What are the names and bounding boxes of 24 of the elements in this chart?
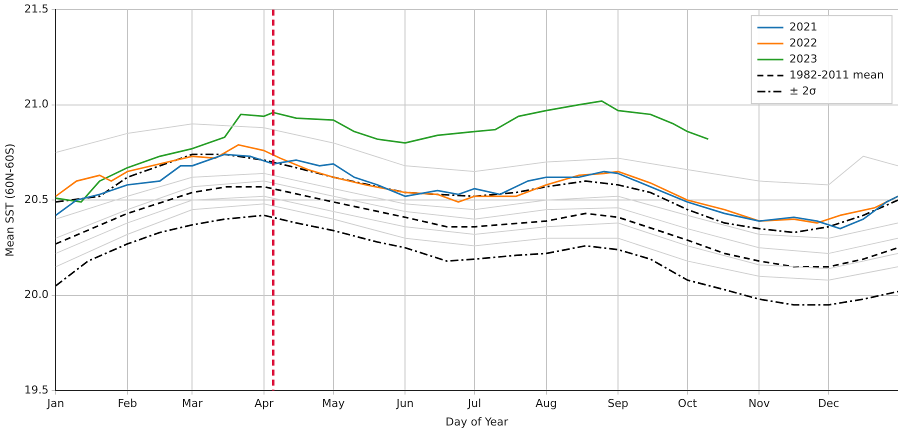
x-tick-label: Sep	[608, 397, 628, 410]
y-tick-label: 20.0	[24, 288, 49, 302]
x-tick-label: Aug	[536, 397, 558, 410]
x-tick-label: Apr	[254, 397, 274, 410]
x-tick-label: Jun	[396, 397, 414, 410]
legend-label: 1982-2011 mean	[789, 68, 884, 82]
x-tick-label: Jul	[466, 397, 482, 410]
x-tick-label: Dec	[818, 397, 840, 410]
legend-label: 2021	[789, 20, 818, 34]
y-tick-label: 19.5	[24, 383, 49, 396]
y-tick-label: 20.5	[24, 192, 49, 206]
x-axis-title: Day of Year	[446, 415, 509, 428]
legend-label: ± 2σ	[789, 84, 816, 98]
x-tick-label: Oct	[678, 397, 698, 410]
x-tick-label: May	[322, 397, 346, 410]
legend-label: 2022	[789, 36, 818, 50]
x-tick-label: Nov	[748, 397, 770, 410]
x-tick-label: Jan	[46, 397, 64, 410]
legend-label: 2023	[789, 52, 818, 66]
y-tick-label: 21.5	[24, 2, 49, 16]
x-tick-label: Mar	[182, 397, 204, 410]
y-axis-title: Mean SST (60N-60S)	[3, 143, 16, 257]
x-tick-label: Feb	[118, 397, 138, 410]
y-tick-label: 21.0	[24, 98, 49, 111]
